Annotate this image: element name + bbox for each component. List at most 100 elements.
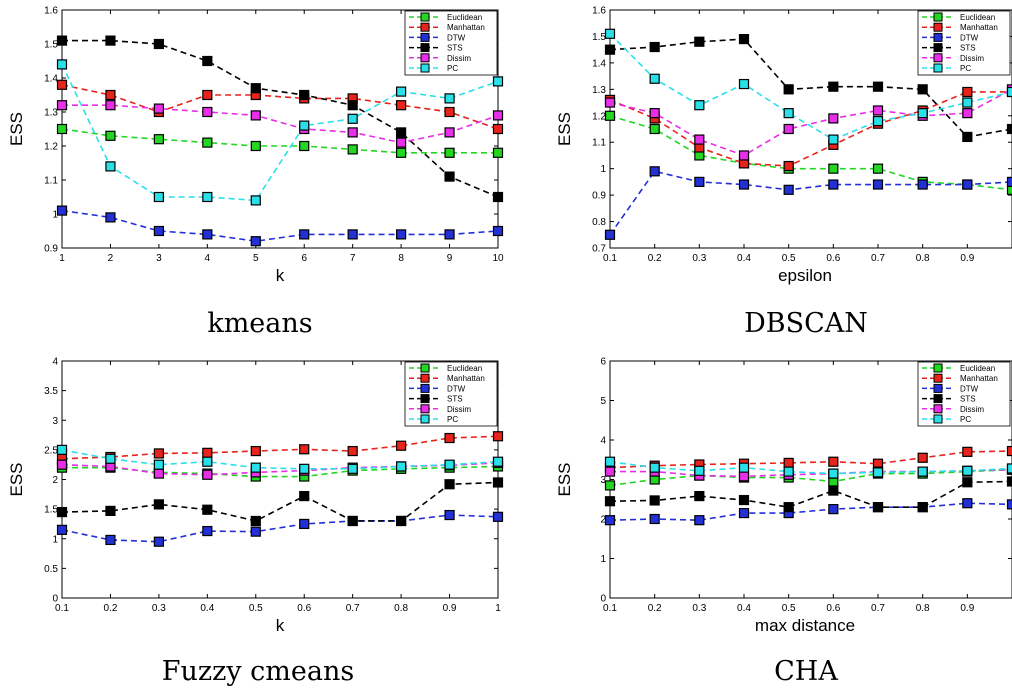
legend-marker <box>933 394 943 404</box>
data-point-sts <box>396 515 407 527</box>
x-tick-label: 0.9 <box>443 603 457 614</box>
data-point-sts <box>202 504 213 515</box>
data-point-sts <box>492 477 504 488</box>
legend-label: DTW <box>447 33 466 42</box>
data-point-sts <box>299 490 310 502</box>
data-point-sts <box>153 38 164 50</box>
legend-marker <box>933 383 943 393</box>
legend-marker <box>420 373 430 383</box>
series-line-sts <box>62 39 499 198</box>
y-axis-label: ESS <box>555 462 574 496</box>
x-axis-label: epsilon <box>778 266 832 285</box>
subplot-4: 0 1 2 3 4 5 6 0.1 0.2 0.3 0.4 0.5 0.6 0.7 0.8 0.9 max di… <box>555 357 1012 687</box>
legend-label: STS <box>960 44 976 53</box>
legend-label: STS <box>447 395 463 404</box>
y-tick-label: 0.7 <box>592 244 606 255</box>
data-point-dtw <box>738 179 750 190</box>
x-tick-label: 0.7 <box>346 603 360 614</box>
data-point-sts <box>250 515 261 527</box>
data-point-pc <box>828 134 839 145</box>
data-point-dtw <box>153 536 164 547</box>
data-point-dtw <box>872 179 884 190</box>
x-tick-label: 0.6 <box>826 253 840 264</box>
y-tick-label: 1.5 <box>44 40 58 51</box>
legend-label: Manhattan <box>447 23 485 32</box>
data-point-manhattan <box>105 89 116 101</box>
legend-marker <box>420 404 430 414</box>
data-point-dtw <box>492 225 504 237</box>
data-point-pc <box>738 462 750 473</box>
x-tick-label: 5 <box>253 253 259 264</box>
data-point-pc <box>917 108 928 119</box>
legend-label: PC <box>960 415 971 424</box>
series-line-sts <box>61 481 499 522</box>
data-point-dtw <box>962 179 973 190</box>
data-point-sts <box>347 515 358 527</box>
x-tick-label: 0.9 <box>960 603 974 614</box>
legend-label: Dissim <box>960 54 984 63</box>
y-tick-label: 5 <box>600 396 606 407</box>
x-tick-label: 3 <box>156 253 162 264</box>
data-point-pc <box>783 108 794 119</box>
legend-marker <box>933 43 943 53</box>
data-point-manhattan <box>492 123 504 135</box>
data-point-dtw <box>444 509 455 521</box>
legend-box <box>917 10 1011 76</box>
legend-marker <box>420 12 430 22</box>
y-tick-label: 1.3 <box>44 108 58 119</box>
data-point-euclidean <box>604 480 616 491</box>
data-point-manhattan <box>202 447 213 458</box>
series-line-manhattan <box>61 84 499 130</box>
data-point-dissim <box>492 110 504 121</box>
data-point-euclidean <box>299 140 310 152</box>
legend-label: DTW <box>960 33 979 42</box>
y-tick-label: 1.4 <box>44 74 58 85</box>
data-point-sts <box>828 81 839 92</box>
data-point-pc <box>250 462 261 473</box>
data-point-pc <box>347 113 358 124</box>
legend-marker <box>420 32 430 42</box>
series-line-dtw <box>609 502 1012 521</box>
y-tick-label: 1.2 <box>592 111 606 122</box>
data-point-dissim <box>202 106 213 118</box>
series-line-dtw <box>609 170 1012 236</box>
x-tick-label: 8 <box>398 253 404 264</box>
data-point-sts <box>872 502 884 513</box>
y-axis-label: ESS <box>7 112 26 146</box>
data-point-dtw <box>105 534 116 546</box>
x-tick-label: 10 <box>492 253 504 264</box>
data-point-sts <box>1006 476 1012 487</box>
data-point-pc <box>153 459 164 470</box>
legend-label: Euclidean <box>960 364 995 373</box>
y-axis-label: ESS <box>7 462 26 496</box>
data-point-sts <box>347 100 358 111</box>
x-axis-label: k <box>276 616 285 635</box>
legend-label: Dissim <box>960 405 984 414</box>
x-axis-label: k <box>276 266 285 285</box>
x-tick-label: 0.2 <box>648 253 662 264</box>
legend-marker <box>933 53 943 63</box>
series-line-manhattan <box>609 91 1012 167</box>
data-point-dtw <box>105 212 116 223</box>
legend-marker <box>933 363 943 373</box>
data-point-dtw <box>649 513 660 525</box>
series-line-euclidean <box>609 115 1012 191</box>
data-point-dissim <box>153 468 164 479</box>
data-point-dtw <box>444 229 455 240</box>
legend-marker <box>933 32 943 42</box>
data-point-dissim <box>828 113 839 124</box>
legend-marker <box>420 43 430 53</box>
data-point-sts <box>738 33 750 45</box>
subplot-caption: DBSCAN <box>744 308 868 339</box>
data-point-pc <box>202 456 213 467</box>
data-point-sts <box>694 36 705 47</box>
data-point-dtw <box>694 515 705 526</box>
y-tick-label: 1 <box>600 554 606 565</box>
data-point-sts <box>917 84 928 95</box>
data-point-pc <box>250 195 261 206</box>
subplot-1: 0.911.11.21.31.41.51.61 2 3 4 5 6 7 8 9 10kESSkme… <box>7 6 504 340</box>
x-tick-label: 0.3 <box>692 603 706 614</box>
data-point-pc <box>299 463 310 474</box>
